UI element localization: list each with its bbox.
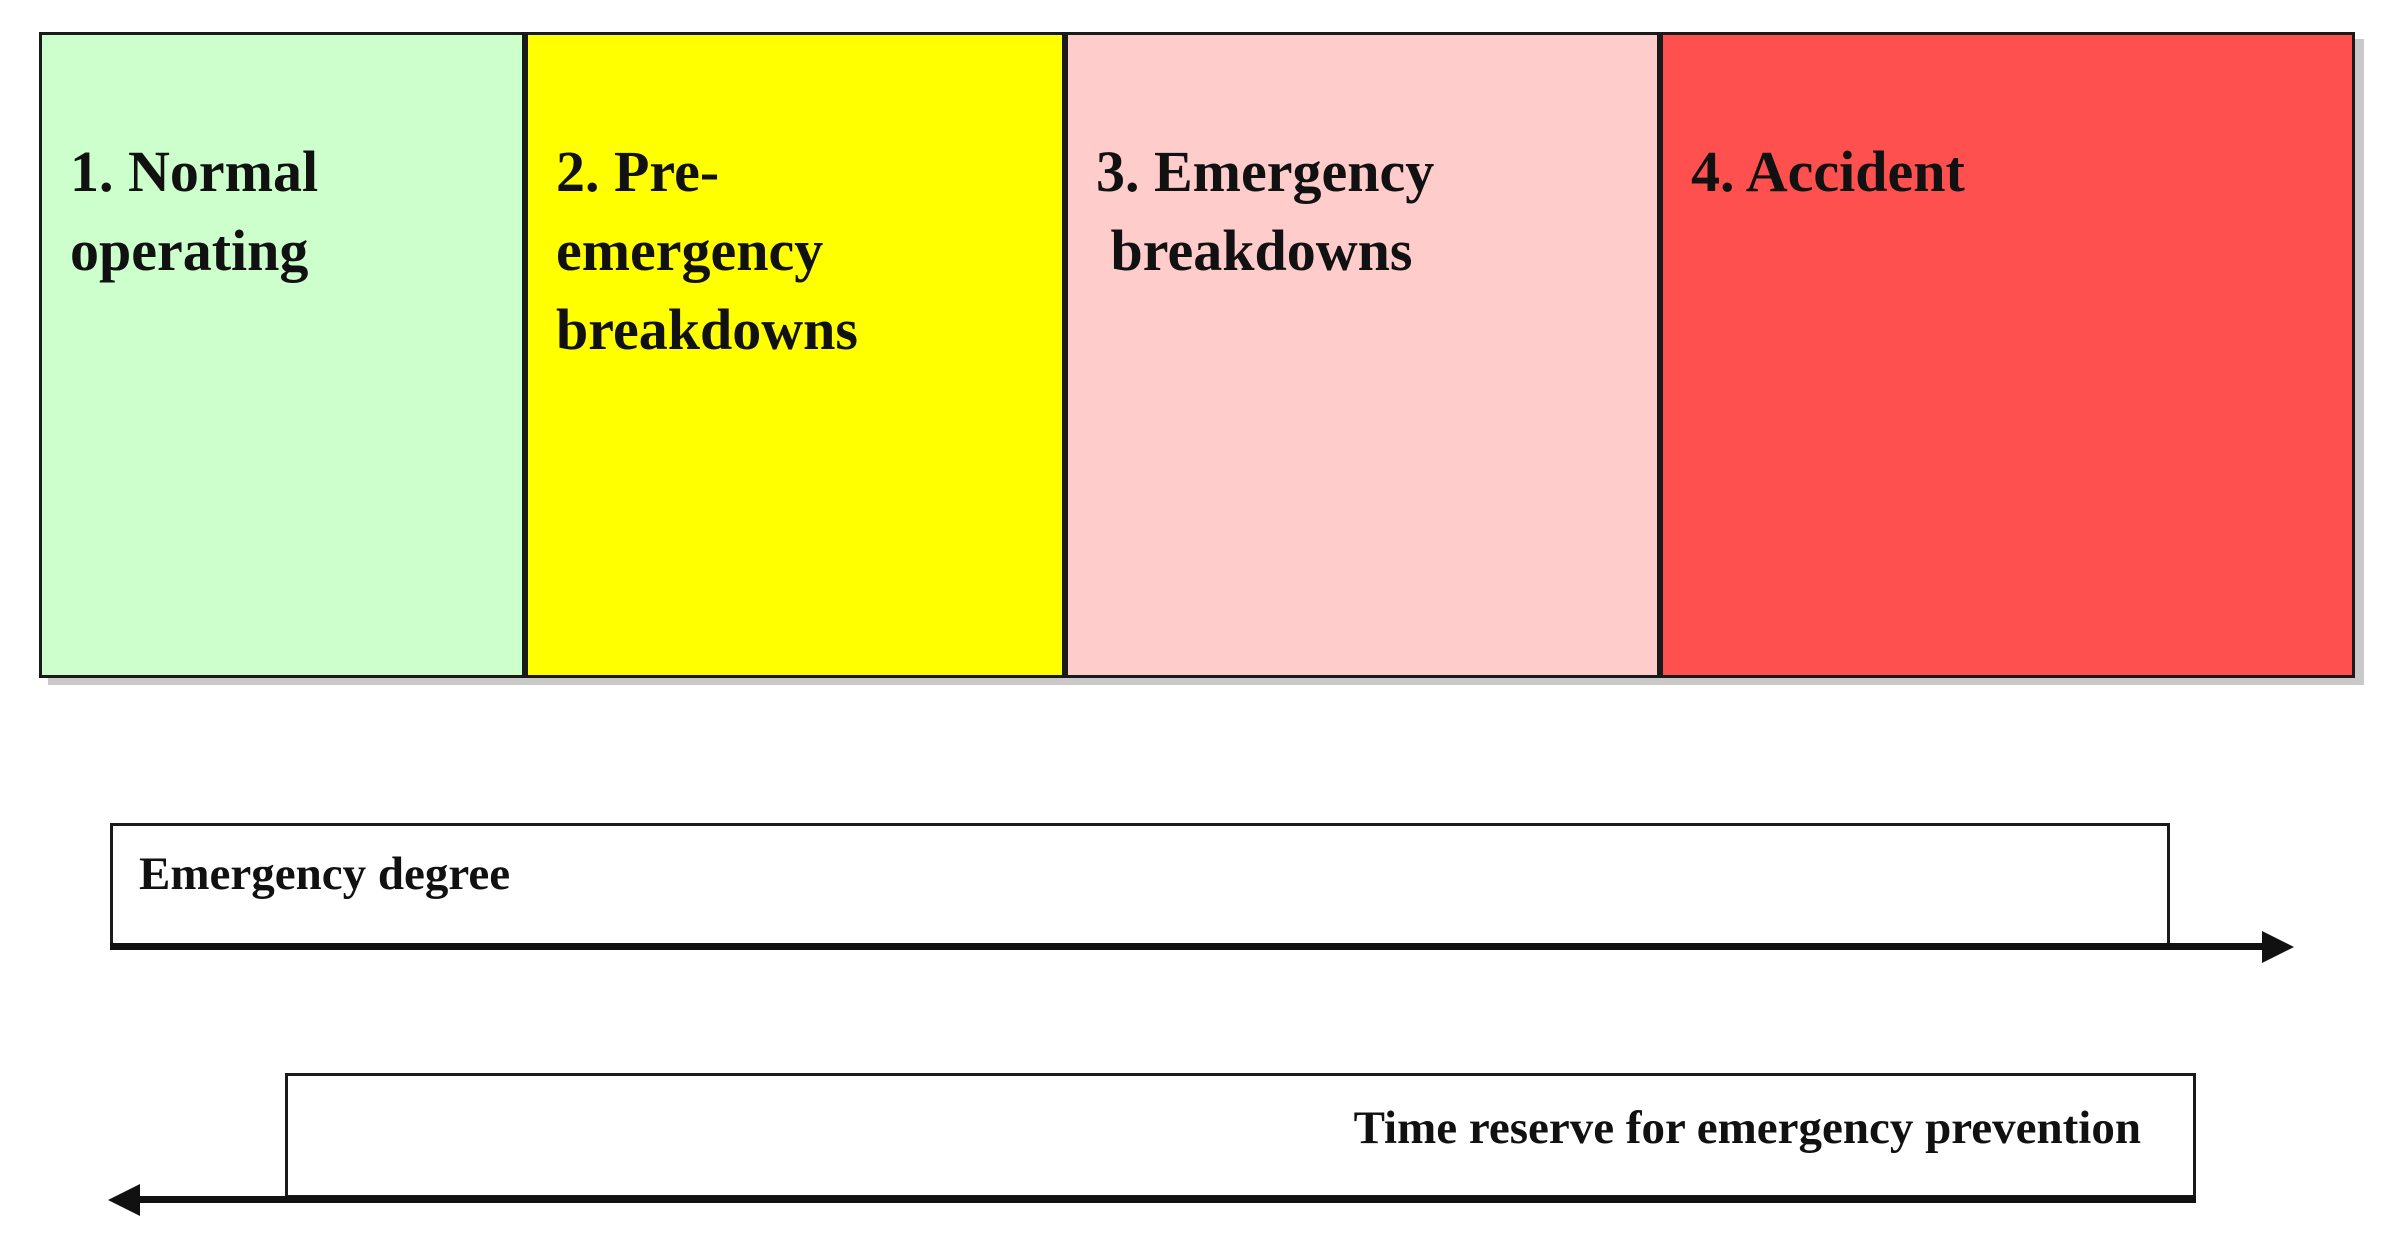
time-reserve-label: Time reserve for emergency prevention (1353, 1102, 2141, 1154)
emergency-degree-box: Emergency degree (110, 823, 2170, 947)
left-arrowhead-icon (108, 1184, 140, 1216)
stage-accident: 4. Accident (1660, 32, 2355, 678)
stage-pre-emergency-breakdowns: 2. Pre- emergency breakdowns (525, 32, 1065, 678)
stage-accident-label: 4. Accident (1691, 139, 1965, 204)
time-reserve-box: Time reserve for emergency prevention (285, 1073, 2196, 1198)
stage-normal-operating: 1. Normal operating (39, 32, 525, 678)
right-arrowhead-icon (2262, 931, 2294, 963)
emergency-degree-label: Emergency degree (139, 848, 511, 900)
stage-row: 1. Normal operating 2. Pre- emergency br… (39, 32, 2355, 678)
stage-pre-emergency-breakdowns-label: 2. Pre- emergency breakdowns (556, 139, 858, 362)
emergency-degree-axis-line (110, 943, 2262, 950)
stage-emergency-breakdowns-label: 3. Emergency breakdowns (1096, 139, 1435, 283)
time-reserve-axis-line (136, 1196, 2196, 1203)
stage-normal-operating-label: 1. Normal operating (70, 139, 319, 283)
stage-emergency-breakdowns: 3. Emergency breakdowns (1065, 32, 1660, 678)
